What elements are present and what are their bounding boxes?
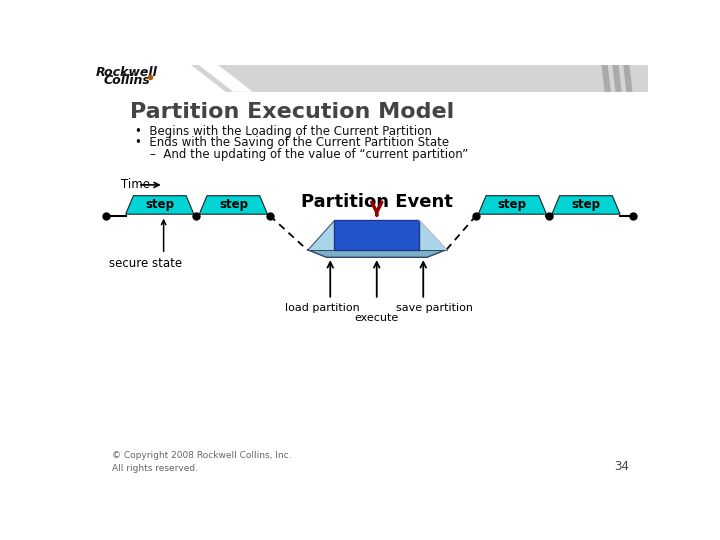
Text: Time: Time: [121, 178, 150, 191]
Text: 34: 34: [613, 460, 629, 473]
Text: Rockwell: Rockwell: [96, 66, 158, 79]
Polygon shape: [307, 249, 446, 257]
Polygon shape: [419, 220, 446, 249]
Text: •  Ends with the Saving of the Current Partition State: • Ends with the Saving of the Current Pa…: [135, 137, 449, 150]
Bar: [334, 220, 419, 249]
Text: execute: execute: [355, 313, 399, 323]
Polygon shape: [199, 195, 267, 214]
Text: load partition: load partition: [285, 303, 360, 313]
Polygon shape: [191, 65, 648, 92]
Text: step: step: [572, 198, 600, 212]
Text: step: step: [498, 198, 527, 212]
Polygon shape: [126, 195, 194, 214]
Text: secure state: secure state: [109, 256, 182, 269]
Polygon shape: [307, 220, 334, 249]
Polygon shape: [199, 65, 253, 92]
Text: © Copyright 2008 Rockwell Collins, Inc.
All rights reserved.: © Copyright 2008 Rockwell Collins, Inc. …: [112, 451, 291, 473]
Text: Partition Event: Partition Event: [301, 193, 453, 211]
Polygon shape: [601, 65, 611, 92]
Polygon shape: [478, 195, 546, 214]
Polygon shape: [552, 195, 620, 214]
Text: Partition Execution Model: Partition Execution Model: [130, 102, 454, 122]
Text: Collins: Collins: [104, 74, 150, 87]
Polygon shape: [624, 65, 632, 92]
Text: •  Begins with the Loading of the Current Partition: • Begins with the Loading of the Current…: [135, 125, 432, 138]
Text: step: step: [219, 198, 248, 212]
Text: save partition: save partition: [397, 303, 473, 313]
Text: –  And the updating of the value of “current partition”: – And the updating of the value of “curr…: [150, 148, 469, 161]
Polygon shape: [612, 65, 621, 92]
Text: step: step: [145, 198, 174, 212]
